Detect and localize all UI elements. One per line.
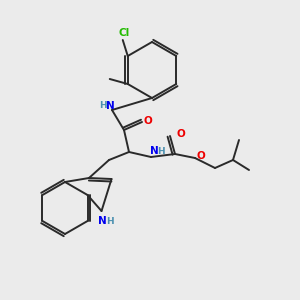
Text: O: O — [144, 116, 152, 126]
Text: N: N — [106, 101, 114, 111]
Text: O: O — [196, 151, 206, 161]
Text: N: N — [150, 146, 158, 156]
Text: Cl: Cl — [118, 28, 129, 38]
Text: O: O — [177, 129, 185, 139]
Text: H: H — [106, 217, 113, 226]
Text: H: H — [157, 146, 165, 155]
Text: H: H — [99, 101, 107, 110]
Text: N: N — [98, 216, 107, 226]
